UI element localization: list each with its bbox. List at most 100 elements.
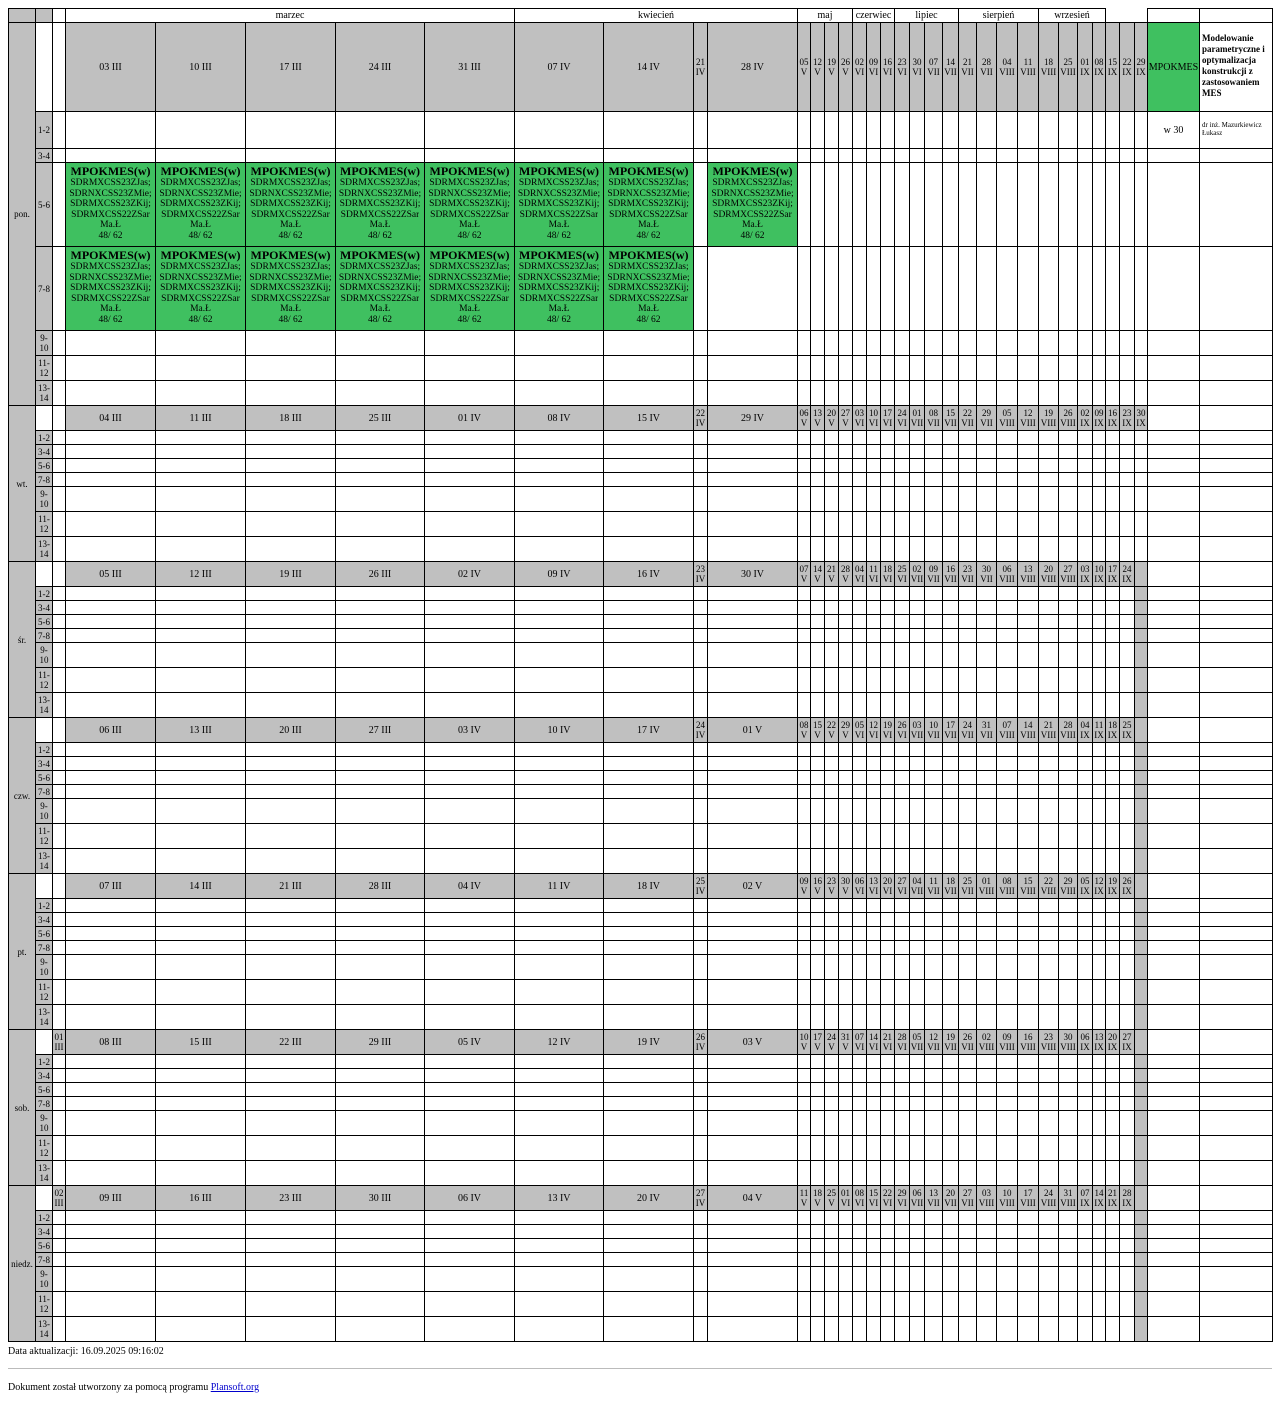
- time-cell[interactable]: [65, 430, 156, 445]
- time-cell[interactable]: [852, 1224, 867, 1239]
- time-cell[interactable]: [65, 692, 156, 718]
- time-cell[interactable]: [824, 954, 839, 980]
- time-cell[interactable]: [958, 1110, 977, 1136]
- time-cell[interactable]: [603, 1291, 694, 1317]
- time-cell[interactable]: [976, 1004, 997, 1030]
- time-cell[interactable]: [852, 444, 867, 459]
- time-cell[interactable]: [707, 444, 798, 459]
- time-cell[interactable]: [335, 628, 425, 643]
- time-cell[interactable]: [52, 1054, 66, 1069]
- time-cell[interactable]: [52, 742, 66, 757]
- time-cell[interactable]: [996, 1054, 1018, 1069]
- time-cell[interactable]: [1058, 380, 1078, 406]
- time-cell[interactable]: [852, 1135, 867, 1161]
- time-cell[interactable]: [924, 162, 943, 247]
- time-cell[interactable]: [976, 1316, 997, 1342]
- time-cell[interactable]: [1092, 784, 1106, 799]
- time-cell[interactable]: [838, 770, 853, 785]
- time-cell[interactable]: [335, 642, 425, 668]
- time-cell[interactable]: [1017, 1135, 1039, 1161]
- time-cell[interactable]: [1017, 486, 1039, 512]
- time-cell[interactable]: [155, 1238, 246, 1253]
- time-cell[interactable]: [424, 1068, 515, 1083]
- time-cell[interactable]: [1058, 111, 1078, 149]
- time-cell[interactable]: [155, 642, 246, 668]
- time-cell[interactable]: [514, 1082, 604, 1097]
- time-cell[interactable]: [155, 1252, 246, 1267]
- time-cell[interactable]: [894, 898, 910, 913]
- time-cell[interactable]: [1038, 1054, 1059, 1069]
- time-cell[interactable]: [996, 1096, 1018, 1111]
- time-cell[interactable]: [797, 1068, 811, 1083]
- time-cell[interactable]: [996, 380, 1018, 406]
- time-cell[interactable]: [1017, 692, 1039, 718]
- time-cell[interactable]: [1119, 1068, 1135, 1083]
- time-cell[interactable]: [1058, 486, 1078, 512]
- time-cell[interactable]: [335, 848, 425, 874]
- time-cell[interactable]: [245, 444, 336, 459]
- time-cell[interactable]: [1092, 1252, 1106, 1267]
- time-cell[interactable]: [1134, 642, 1148, 668]
- time-cell[interactable]: [1092, 1054, 1106, 1069]
- time-cell[interactable]: [838, 162, 853, 247]
- time-cell[interactable]: [603, 1004, 694, 1030]
- time-cell[interactable]: [514, 458, 604, 473]
- time-cell[interactable]: [838, 1160, 853, 1186]
- time-cell[interactable]: [958, 444, 977, 459]
- time-cell[interactable]: [924, 770, 943, 785]
- time-cell[interactable]: [852, 770, 867, 785]
- time-cell[interactable]: [245, 742, 336, 757]
- time-cell[interactable]: [1058, 458, 1078, 473]
- time-cell[interactable]: [1105, 430, 1120, 445]
- time-cell[interactable]: [693, 1004, 708, 1030]
- time-cell[interactable]: [1092, 162, 1106, 247]
- time-cell[interactable]: [1038, 756, 1059, 771]
- time-cell[interactable]: [894, 148, 910, 163]
- time-cell[interactable]: [894, 770, 910, 785]
- time-cell[interactable]: [866, 742, 881, 757]
- time-cell[interactable]: [1058, 1004, 1078, 1030]
- time-cell[interactable]: [1017, 1004, 1039, 1030]
- time-cell[interactable]: [155, 1266, 246, 1292]
- time-cell[interactable]: [810, 1266, 825, 1292]
- time-cell[interactable]: [1092, 246, 1106, 331]
- time-cell[interactable]: [603, 954, 694, 980]
- time-cell[interactable]: [976, 926, 997, 941]
- time-cell[interactable]: [976, 756, 997, 771]
- time-cell[interactable]: [1092, 770, 1106, 785]
- time-cell[interactable]: [838, 667, 853, 693]
- time-cell[interactable]: [866, 848, 881, 874]
- time-cell[interactable]: [838, 1135, 853, 1161]
- time-cell[interactable]: [824, 614, 839, 629]
- time-cell[interactable]: [1077, 823, 1093, 849]
- time-cell[interactable]: [1134, 444, 1148, 459]
- time-cell[interactable]: [894, 1135, 910, 1161]
- time-cell[interactable]: [514, 511, 604, 537]
- time-cell[interactable]: [707, 430, 798, 445]
- time-cell[interactable]: [1058, 642, 1078, 668]
- time-cell[interactable]: [424, 1096, 515, 1111]
- time-cell[interactable]: [1119, 1291, 1135, 1317]
- time-cell[interactable]: [797, 912, 811, 927]
- time-cell[interactable]: [52, 600, 66, 615]
- time-cell[interactable]: [1092, 511, 1106, 537]
- time-cell[interactable]: [1077, 784, 1093, 799]
- time-cell[interactable]: [810, 614, 825, 629]
- time-cell[interactable]: [976, 823, 997, 849]
- time-cell[interactable]: [810, 642, 825, 668]
- time-cell[interactable]: [824, 1135, 839, 1161]
- time-cell[interactable]: [52, 770, 66, 785]
- time-cell[interactable]: [155, 472, 246, 487]
- time-cell[interactable]: [838, 111, 853, 149]
- time-cell[interactable]: [1092, 430, 1106, 445]
- time-cell[interactable]: [824, 330, 839, 356]
- time-cell[interactable]: [1017, 642, 1039, 668]
- time-cell[interactable]: [1038, 1291, 1059, 1317]
- time-cell[interactable]: [514, 330, 604, 356]
- time-cell[interactable]: [424, 111, 515, 149]
- time-cell[interactable]: [1105, 940, 1120, 955]
- time-cell[interactable]: [996, 586, 1018, 601]
- time-cell[interactable]: [1038, 330, 1059, 356]
- time-cell[interactable]: [996, 770, 1018, 785]
- time-cell[interactable]: [514, 784, 604, 799]
